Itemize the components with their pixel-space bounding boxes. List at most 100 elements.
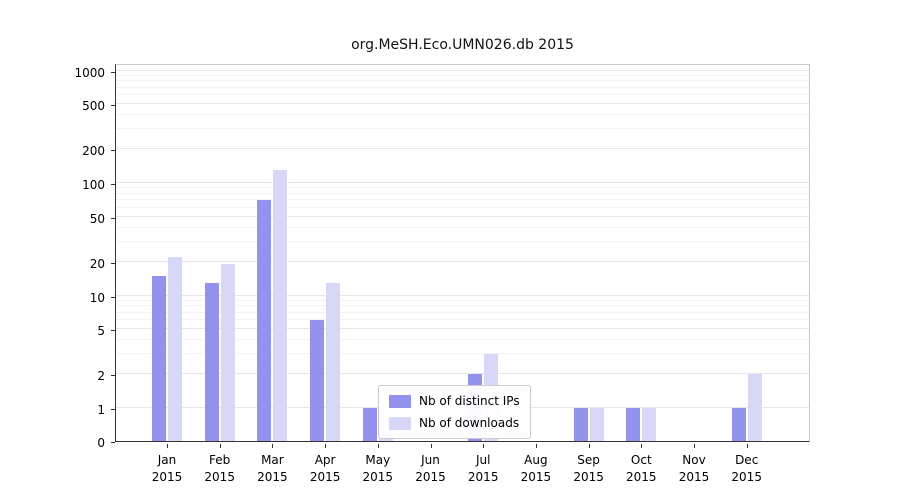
legend: Nb of distinct IPs Nb of downloads bbox=[378, 385, 531, 439]
minor-gridline bbox=[116, 299, 809, 301]
bar-downloads bbox=[589, 408, 604, 441]
major-gridline bbox=[116, 148, 809, 150]
y-axis-tick-labels: 0 1 2 5 10 20 50 100 200 500 1000 bbox=[0, 65, 105, 451]
x-tick-mark bbox=[377, 444, 379, 448]
bar-downloads bbox=[747, 374, 762, 441]
x-tick-label: Nov 2015 bbox=[678, 453, 710, 485]
y-tick-label: 1 bbox=[97, 403, 105, 417]
minor-gridline bbox=[116, 319, 809, 321]
minor-gridline bbox=[116, 206, 809, 208]
bar-distinct-ips bbox=[310, 320, 325, 441]
y-tick-mark bbox=[111, 105, 115, 107]
bars-layer bbox=[116, 65, 809, 441]
minor-gridline bbox=[116, 192, 809, 194]
x-tick-label: Mar 2015 bbox=[257, 453, 288, 485]
minor-gridline bbox=[116, 199, 809, 201]
y-tick-mark bbox=[111, 375, 115, 377]
y-tick-mark bbox=[111, 184, 115, 185]
y-axis-ticks bbox=[111, 65, 115, 443]
y-tick-label: 50 bbox=[89, 211, 105, 226]
minor-gridline bbox=[116, 86, 809, 88]
y-tick-label: 200 bbox=[82, 144, 105, 159]
y-tick-mark bbox=[111, 262, 115, 264]
x-tick-mark bbox=[588, 444, 590, 448]
x-tick-mark bbox=[167, 444, 168, 448]
x-tick-mark bbox=[219, 444, 221, 448]
x-tick-label: May 2015 bbox=[362, 453, 394, 485]
x-tick-mark bbox=[641, 444, 643, 448]
legend-item-downloads: Nb of downloads bbox=[389, 416, 520, 430]
minor-gridline bbox=[116, 80, 809, 82]
bar-distinct-ips bbox=[731, 408, 746, 441]
x-tick-mark bbox=[483, 444, 485, 448]
minor-gridline bbox=[116, 74, 809, 76]
y-tick-label: 5 bbox=[97, 324, 105, 339]
minor-gridline bbox=[116, 128, 809, 130]
x-tick-mark bbox=[535, 444, 537, 448]
legend-label-downloads: Nb of downloads bbox=[419, 416, 520, 430]
bar-distinct-ips bbox=[152, 275, 166, 441]
minor-gridline bbox=[116, 240, 809, 242]
y-tick-mark bbox=[111, 330, 115, 332]
minor-gridline bbox=[116, 226, 809, 228]
x-tick-label: Dec 2015 bbox=[731, 453, 762, 485]
bar-downloads bbox=[273, 170, 288, 441]
legend-item-distinct-ips: Nb of distinct IPs bbox=[389, 394, 520, 408]
minor-gridline bbox=[116, 305, 809, 307]
major-gridline bbox=[116, 294, 809, 296]
minor-gridline bbox=[116, 339, 809, 341]
bar-downloads bbox=[220, 264, 235, 441]
bar-downloads bbox=[168, 256, 182, 441]
y-tick-label: 500 bbox=[82, 99, 105, 114]
y-tick-mark bbox=[111, 409, 115, 410]
bar-downloads bbox=[326, 282, 341, 441]
y-tick-label: 1000 bbox=[74, 65, 105, 80]
major-gridline bbox=[116, 103, 809, 105]
x-axis-ticks bbox=[116, 444, 811, 449]
minor-gridline bbox=[116, 94, 809, 96]
x-tick-mark bbox=[746, 444, 748, 448]
x-tick-label: Oct 2015 bbox=[626, 453, 657, 485]
y-tick-label: 2 bbox=[97, 369, 105, 384]
x-tick-label: Feb 2015 bbox=[204, 453, 235, 485]
x-axis-tick-labels: Jan 2015 Feb 2015 Mar 2015 Apr 2015 May 2015… bbox=[116, 452, 811, 492]
bar-downloads bbox=[642, 408, 657, 441]
x-tick-mark bbox=[272, 444, 274, 448]
y-tick-mark bbox=[111, 296, 115, 298]
major-gridline bbox=[116, 215, 809, 217]
bar-distinct-ips bbox=[573, 408, 588, 441]
minor-gridline bbox=[116, 187, 809, 189]
x-tick-label: Aug 2015 bbox=[520, 453, 552, 485]
y-tick-label: 100 bbox=[82, 178, 105, 192]
x-tick-label: Sep 2015 bbox=[573, 453, 604, 485]
bar-distinct-ips bbox=[362, 408, 377, 441]
x-tick-mark bbox=[325, 444, 327, 448]
legend-swatch-distinct-ips bbox=[389, 394, 411, 408]
y-tick-mark bbox=[111, 71, 115, 73]
x-tick-mark bbox=[430, 444, 432, 448]
chart-title: org.MeSH.Eco.UMN026.db 2015 bbox=[351, 37, 574, 53]
y-tick-mark bbox=[111, 150, 115, 152]
x-tick-label: Jun 2015 bbox=[415, 453, 446, 485]
major-gridline bbox=[116, 328, 809, 330]
major-gridline bbox=[116, 260, 809, 262]
minor-gridline bbox=[116, 353, 809, 355]
minor-gridline bbox=[116, 114, 809, 116]
y-tick-mark bbox=[111, 442, 115, 443]
plot-area: Nb of distinct IPs Nb of downloads bbox=[115, 64, 810, 442]
y-tick-label: 10 bbox=[89, 290, 105, 305]
x-tick-label: Jan 2015 bbox=[151, 453, 183, 485]
y-tick-label: 0 bbox=[97, 436, 105, 450]
major-gridline bbox=[116, 182, 809, 183]
major-gridline bbox=[116, 373, 809, 375]
minor-gridline bbox=[116, 311, 809, 313]
legend-label-distinct-ips: Nb of distinct IPs bbox=[419, 394, 520, 408]
major-gridline bbox=[116, 69, 809, 71]
bar-distinct-ips bbox=[257, 200, 272, 441]
y-tick-label: 20 bbox=[89, 256, 105, 271]
legend-swatch-downloads bbox=[389, 416, 411, 430]
x-tick-label: Jul 2015 bbox=[467, 453, 499, 485]
x-tick-mark bbox=[694, 444, 695, 448]
y-tick-mark bbox=[111, 217, 115, 219]
